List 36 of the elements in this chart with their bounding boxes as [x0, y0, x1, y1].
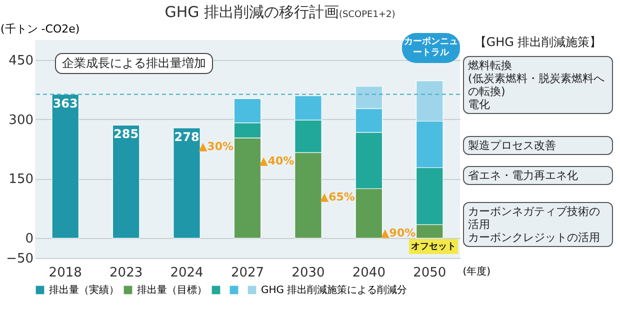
text: 省エネ・電力再エネ化 [468, 169, 579, 182]
legend-label: 排出量（目標） [137, 284, 207, 296]
legend-label: GHG 排出削減施策による削減分 [261, 284, 408, 296]
annotation: カーボンニュートラル [402, 33, 460, 63]
text: 【GHG 排出削減施策】 [473, 35, 603, 49]
y-tick-label: 450 [8, 53, 34, 68]
legend-label: 排出量（実績） [49, 284, 119, 296]
x-tick-label: 2027 [230, 266, 264, 280]
data-label: 285 [114, 127, 139, 142]
data-label: 363 [52, 96, 78, 110]
text: 電化 [468, 98, 491, 111]
x-tick-label: 2040 [352, 266, 386, 280]
text: (低炭素燃料・脱炭素燃料への転換) [468, 72, 606, 98]
text: 製造プロセス改善 [468, 139, 557, 152]
chart-title: GHG 排出削減の移行計画 [164, 3, 340, 21]
x-tick-label: 2050 [413, 266, 446, 280]
data-label: 278 [174, 130, 200, 144]
x-tick-label: 2018 [48, 266, 82, 280]
x-tick-label: 2024 [170, 266, 204, 280]
annotation: 企業成長による排出量増加 [55, 53, 213, 74]
y-tick-label: −50 [6, 252, 34, 266]
x-tick-label: 2023 [110, 266, 143, 280]
bar [173, 128, 200, 238]
text: 燃料転換 [468, 59, 513, 72]
x-tick-label: 2030 [292, 266, 325, 280]
text: カーボンクレジットの活用 [468, 231, 601, 244]
y-axis-title: (千トン -CO2e) [0, 22, 80, 36]
annotation: オフセット [409, 239, 458, 254]
chart-subtitle: (SCOPE1+2) [339, 10, 396, 20]
y-tick-label: 0 [25, 232, 34, 247]
y-tick-label: 300 [8, 112, 34, 128]
bar [52, 94, 80, 238]
bar [112, 124, 140, 238]
x-axis-title: (年度) [462, 266, 491, 278]
y-tick-label: 150 [8, 172, 34, 188]
text: カーボンネガティブ技術の活用 [468, 205, 601, 231]
